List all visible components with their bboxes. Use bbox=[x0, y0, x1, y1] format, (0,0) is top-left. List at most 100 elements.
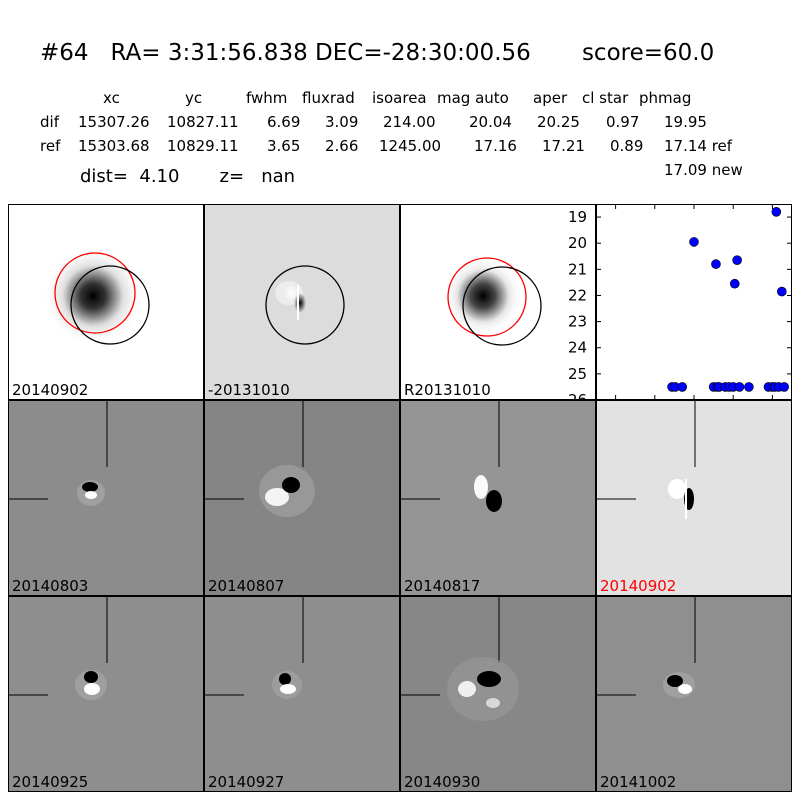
stamp-positive-lobe bbox=[474, 475, 488, 499]
diff-positive-lobe bbox=[283, 285, 299, 301]
stamp-image bbox=[597, 597, 696, 698]
stamp-date-highlighted: 20140902 bbox=[600, 577, 677, 595]
diff-negative-lobe bbox=[294, 293, 306, 313]
stamp-date: 20140803 bbox=[12, 577, 89, 595]
col-header-cl-star: cl star bbox=[582, 89, 629, 107]
y-tick-label: 25 bbox=[568, 365, 587, 383]
stamp-panel: 20140930 bbox=[400, 596, 596, 792]
candidate-title: #64 RA= 3:31:56.838 DEC=-28:30:00.56 sco… bbox=[40, 40, 715, 66]
ref-xc: 15303.68 bbox=[78, 137, 150, 155]
stamp-negative-lobe bbox=[486, 490, 502, 512]
stamp-negative-lobe bbox=[667, 675, 683, 687]
data-point bbox=[734, 382, 745, 392]
new-source-blob bbox=[43, 246, 143, 346]
ref-fluxrad: 2.66 bbox=[325, 137, 359, 155]
y-tick-label: 22 bbox=[568, 286, 587, 304]
stamp-panel-current: 20140902 bbox=[596, 400, 792, 596]
stamp-date: 20140925 bbox=[12, 773, 89, 791]
col-header-fluxrad: fluxrad bbox=[302, 89, 355, 107]
dif-mag-auto: 20.04 bbox=[469, 113, 512, 131]
data-point bbox=[777, 286, 787, 297]
dif-aperture-circle-2 bbox=[462, 266, 542, 346]
dif-xc: 15307.26 bbox=[78, 113, 150, 131]
stamp-positive-lobe bbox=[678, 684, 692, 694]
stamp-panel: 20140925 bbox=[8, 596, 204, 792]
data-point bbox=[744, 382, 754, 392]
stamp-panel: 20141002 bbox=[596, 596, 792, 792]
y-tick-label: 23 bbox=[568, 313, 587, 331]
ref-aperture-circle-2 bbox=[447, 257, 527, 337]
data-point bbox=[779, 382, 789, 392]
stamp-negative-lobe bbox=[82, 482, 98, 492]
data-point bbox=[689, 237, 699, 247]
col-header-isoarea: isoarea bbox=[372, 89, 427, 107]
ref-image-panel: R20131010 bbox=[400, 204, 596, 400]
stamp-panel: 20140803 bbox=[8, 400, 204, 596]
plot-frame bbox=[596, 204, 792, 400]
stamp-image bbox=[205, 597, 304, 699]
stamp-negative-lobe bbox=[282, 477, 300, 493]
y-tick-label: 24 bbox=[568, 339, 587, 357]
ref-source-blob bbox=[443, 256, 523, 336]
data-point bbox=[729, 278, 740, 289]
dif-phmag: 19.95 bbox=[664, 113, 707, 131]
new-image-panel: 20140902 bbox=[8, 204, 204, 400]
stamp-positive-lobe bbox=[458, 681, 476, 697]
stamp-image bbox=[9, 597, 108, 700]
diff-image-stamp bbox=[265, 265, 345, 345]
stamp-positive-lobe bbox=[668, 479, 686, 499]
dif-aper: 20.25 bbox=[537, 113, 580, 131]
diff-image-panel: -20131010 bbox=[204, 204, 400, 400]
data-point bbox=[732, 255, 742, 265]
col-header-mag-auto: mag auto bbox=[437, 89, 509, 107]
y-tick-label: 21 bbox=[568, 260, 587, 278]
stamp-date: 20140817 bbox=[404, 577, 481, 595]
stamp-image bbox=[205, 401, 315, 517]
dif-yc: 10827.11 bbox=[167, 113, 239, 131]
stamp-date: 20140927 bbox=[208, 773, 285, 791]
ref-isoarea: 1245.00 bbox=[379, 137, 442, 155]
ref-fwhm: 3.65 bbox=[267, 137, 301, 155]
stamp-image bbox=[9, 401, 108, 506]
stamp-positive-lobe bbox=[280, 684, 296, 694]
stamp-negative-lobe bbox=[84, 671, 98, 683]
stamp-positive-lobe bbox=[84, 683, 100, 695]
y-tick-label: 20 bbox=[568, 234, 587, 252]
y-tick-label: 19 bbox=[568, 208, 587, 226]
dif-cl-star: 0.97 bbox=[606, 113, 640, 131]
ref-mag-auto: 17.16 bbox=[474, 137, 517, 155]
dif-fluxrad: 3.09 bbox=[325, 113, 359, 131]
dif-fwhm: 6.69 bbox=[267, 113, 301, 131]
col-header-phmag: phmag bbox=[639, 89, 692, 107]
stamp-image bbox=[401, 401, 502, 512]
dif-aperture-circle bbox=[70, 265, 150, 345]
ref-row-label: ref bbox=[40, 137, 61, 155]
light-curve-chart: 1920212223242526−100−50050100 bbox=[568, 204, 792, 420]
light-curve-panel: 1920212223242526−100−50050100 bbox=[568, 204, 792, 420]
stamp-image bbox=[597, 401, 696, 519]
stamp-date: 20140807 bbox=[208, 577, 285, 595]
ref-aper: 17.21 bbox=[542, 137, 585, 155]
stamp-positive-lobe bbox=[85, 491, 97, 499]
stamp-panel: 20140817 bbox=[400, 400, 596, 596]
stamp-panel: 20140807 bbox=[204, 400, 400, 596]
ref-aperture-circle bbox=[54, 252, 136, 334]
data-point bbox=[771, 207, 782, 217]
new-image-stamp bbox=[43, 246, 150, 346]
ref-phmag: 17.14 ref bbox=[664, 137, 733, 155]
col-header-fwhm: fwhm bbox=[246, 89, 288, 107]
data-point bbox=[711, 259, 721, 269]
col-header-aper: aper bbox=[533, 89, 568, 107]
dif-isoarea: 214.00 bbox=[383, 113, 436, 131]
col-header-yc: yc bbox=[185, 89, 203, 107]
dif-row-label: dif bbox=[40, 113, 59, 131]
ref-cl-star: 0.89 bbox=[610, 137, 644, 155]
stamp-negative-lobe bbox=[279, 673, 291, 685]
stamp-date: 20141002 bbox=[600, 773, 677, 791]
dist-z-readout: dist= 4.10 z= nan bbox=[80, 166, 296, 187]
ref-image-date: R20131010 bbox=[404, 381, 491, 399]
stamp-negative-lobe bbox=[477, 671, 501, 687]
stamp-halo bbox=[447, 657, 519, 721]
stamp-residual bbox=[486, 698, 500, 708]
col-header-xc: xc bbox=[103, 89, 120, 107]
